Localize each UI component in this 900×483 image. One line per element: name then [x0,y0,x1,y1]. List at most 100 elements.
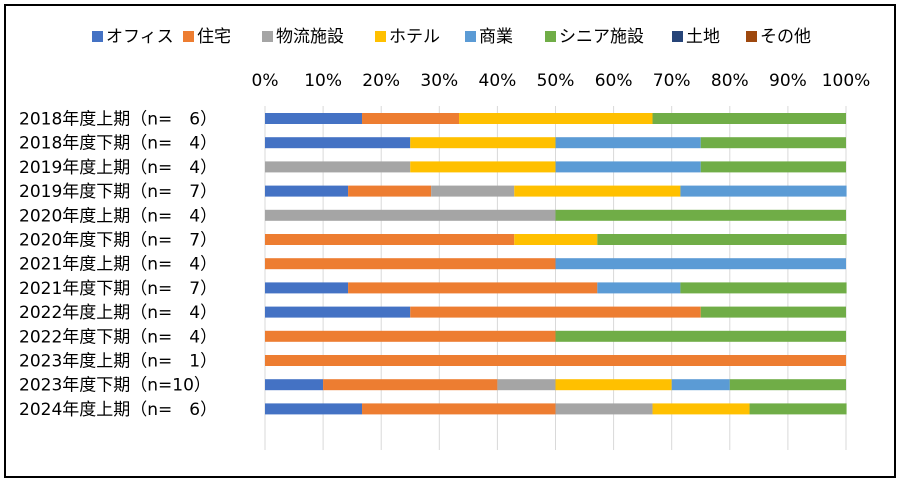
y-category-label: 2018年度下期（n= 4） [19,134,217,154]
legend-label: ホテル [389,27,440,47]
bar-row [265,234,847,245]
y-category-label: 2023年度下期（n=10） [19,376,211,396]
x-tick-label: 40% [479,71,517,91]
y-category-label: 2020年度上期（n= 4） [19,206,217,226]
bar-segment [700,306,846,318]
y-category-label: 2021年度下期（n= 7） [19,279,217,299]
y-axis-category-labels: 2018年度上期（n= 6） 2018年度下期（n= 4） 2019年度上期（n= … [19,110,217,420]
y-category-label: 2021年度上期（n= 4） [19,255,217,275]
legend-swatch [183,31,194,42]
bar-segment [555,379,672,391]
legend-label: オフィス [106,27,174,47]
bar-segment [431,185,515,197]
bar-segment [555,209,846,221]
bar-segment [597,282,681,294]
legend-item: 商業 [465,27,513,47]
bar-row [265,306,846,318]
x-tick-label: 60% [595,71,633,91]
x-axis-tick-labels: 0% 10% 20% 30% 40% 50% 60% 70% 80% 90% 100% [252,71,871,91]
legend-item: 土地 [672,27,720,47]
x-tick-label: 70% [653,71,691,91]
legend-item: 物流施設 [262,27,344,47]
legend-item: 住宅 [183,27,231,47]
bar-segment [555,161,701,173]
bar-segment [555,137,701,149]
legend-label: 住宅 [197,27,231,47]
legend-item: ホテル [375,27,440,47]
bar-segment [555,330,846,342]
bar-row [265,137,846,149]
bar-row [265,258,846,270]
bar-segment [323,379,498,391]
bar-segment [265,403,363,415]
x-tick-label: 20% [362,71,400,91]
bar-segment [555,403,653,415]
bar-row [265,185,847,197]
bar-segment [265,161,411,173]
x-tick-label: 100% [822,71,871,91]
legend-swatch [375,31,386,42]
gridlines [264,106,847,450]
bar-segment [265,355,846,366]
bar-row [265,282,847,294]
y-category-label: 2024年度上期（n= 6） [19,400,217,420]
bar-segment [555,258,846,270]
y-category-label: 2018年度上期（n= 6） [19,110,217,130]
bar-segment [265,282,349,294]
legend-swatch [92,31,103,42]
bar-segment [362,403,556,415]
bar-row [265,113,846,124]
bar-segment [700,137,846,149]
bar-row [265,161,846,173]
legend-label: シニア施設 [559,27,644,47]
legend-swatch [465,31,476,42]
legend-item: シニア施設 [545,27,644,47]
bar-segment [410,306,701,318]
bar-segment [497,379,556,391]
bar-row [265,403,847,415]
bar-segment [265,234,515,245]
legend-swatch [746,31,757,42]
bar-row [265,330,846,342]
bar-segment [671,379,730,391]
legend-item: オフィス [92,27,174,47]
legend-label: 商業 [479,27,513,47]
bar-segment [348,282,598,294]
legend-swatch [672,31,683,42]
bar-row [265,209,846,221]
bar-segment [700,161,846,173]
legend-label: 土地 [686,27,720,47]
y-category-label: 2022年度下期（n= 4） [19,327,217,347]
bar-segment [652,113,846,124]
y-category-label: 2019年度下期（n= 7） [19,182,217,202]
bar-segment [597,234,847,245]
bar-segment [749,403,847,415]
bar-segment [265,306,411,318]
bar-segment [362,113,460,124]
x-tick-label: 10% [304,71,342,91]
bar-row [265,355,846,366]
bar-segment [265,379,324,391]
legend-label: その他 [760,27,811,47]
bar-segment [680,185,847,197]
bar-segment [729,379,846,391]
x-tick-label: 0% [252,71,279,91]
x-tick-label: 80% [711,71,749,91]
bars [265,113,847,415]
bar-segment [514,185,681,197]
y-category-label: 2020年度下期（n= 7） [19,231,217,251]
bar-segment [652,403,750,415]
bar-segment [265,113,363,124]
legend: オフィス 住宅 物流施設 ホテル 商業 シニア施設 土地 その他 [92,27,811,47]
bar-segment [265,137,411,149]
x-tick-label: 90% [769,71,807,91]
bar-segment [410,161,556,173]
y-category-label: 2019年度上期（n= 4） [19,158,217,178]
x-tick-label: 50% [537,71,575,91]
legend-swatch [545,31,556,42]
bar-segment [348,185,432,197]
bar-segment [265,330,556,342]
legend-label: 物流施設 [276,27,344,47]
legend-item: その他 [746,27,811,47]
